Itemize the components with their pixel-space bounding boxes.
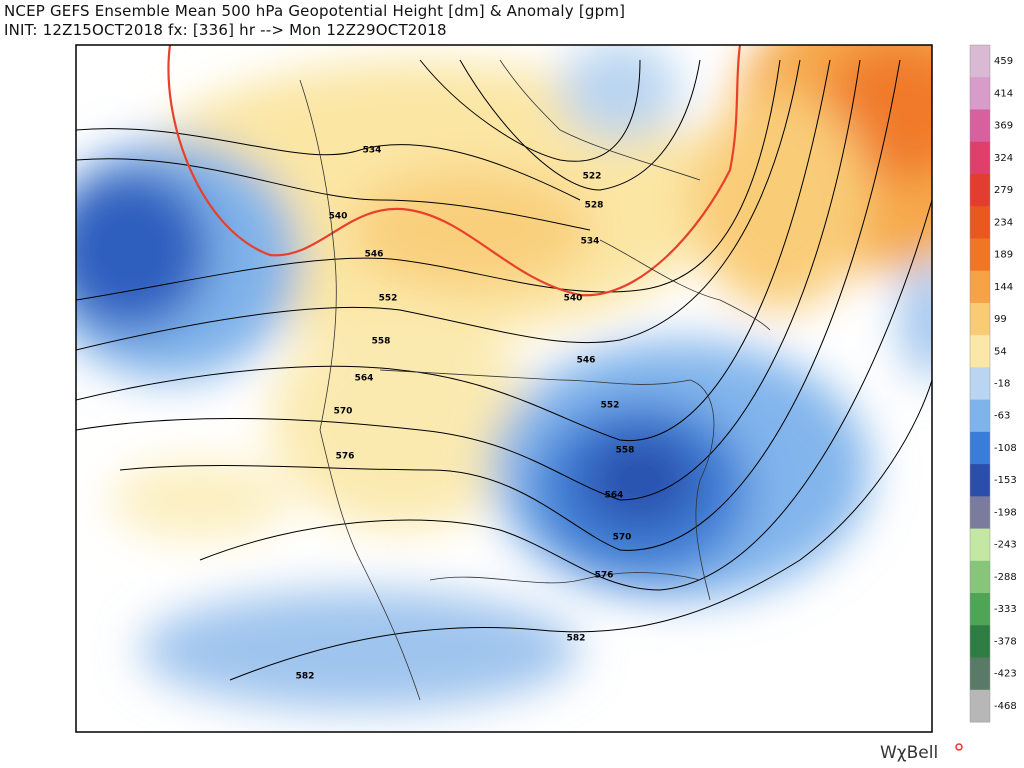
colorbar-swatch (970, 302, 990, 336)
contour-label: 546 (577, 356, 596, 366)
colorbar-swatch (970, 399, 990, 433)
colorbar-frame (969, 44, 991, 723)
colorbar-label: 279 (994, 185, 1013, 196)
contour-label: 546 (365, 250, 384, 260)
anomaly-field (76, 45, 932, 732)
colorbar-swatch (970, 657, 990, 691)
contour-label: 528 (585, 201, 604, 211)
colorbar-label: -18 (994, 379, 1010, 390)
colorbar-label: 54 (994, 346, 1007, 357)
contour-label: 558 (616, 446, 635, 456)
coastlines (299, 59, 771, 701)
contour-label: 558 (372, 337, 391, 347)
colorbar-label: -63 (994, 411, 1010, 422)
colorbar-swatch (970, 464, 990, 497)
brand: WχBell (880, 743, 938, 763)
colorbar-swatch (970, 593, 990, 626)
colorbar-swatch (970, 238, 990, 272)
contour-label: 552 (601, 401, 620, 411)
colorbar: 459 414 369 324 279 234 189 144 99 54 -18 -63 -108 -1… (969, 44, 1017, 723)
colorbar-label: -108 (994, 443, 1017, 454)
colorbar-swatch (970, 45, 990, 78)
colorbar-swatch (970, 141, 990, 175)
contour-label: 534 (581, 237, 600, 247)
height-contours (76, 59, 932, 681)
colorbar-label: -153 (994, 475, 1017, 486)
contour-label: 552 (379, 294, 398, 304)
title: NCEP GEFS Ensemble Mean 500 hPa Geopoten… (4, 2, 626, 20)
colorbar-swatch (970, 335, 990, 368)
colorbar-swatch (970, 206, 990, 239)
colorbar-label: -423 (994, 669, 1017, 680)
colorbar-swatch (970, 689, 990, 723)
map-frame (75, 44, 933, 733)
colorbar-label: 369 (994, 121, 1013, 132)
colorbar-label: 99 (994, 314, 1007, 325)
colorbar-label: 459 (994, 56, 1013, 67)
colorbar-label: 189 (994, 250, 1013, 261)
contour-label: 570 (334, 407, 353, 417)
brand-dot (955, 743, 963, 751)
contour-label: 582 (296, 672, 315, 682)
subtitle: INIT: 12Z15OCT2018 fx: [336] hr --> Mon … (4, 21, 447, 39)
colorbar-label: -288 (994, 572, 1017, 583)
colorbar-label: -333 (994, 604, 1017, 615)
colorbar-label: -198 (994, 507, 1017, 518)
colorbar-swatch (970, 270, 990, 304)
colorbar-label: -468 (994, 701, 1017, 712)
contour-label: 522 (583, 172, 602, 182)
colorbar-swatch (970, 367, 990, 401)
anomaly-zero-contour (167, 45, 742, 297)
contour-label: 570 (613, 533, 632, 543)
colorbar-swatch (970, 77, 990, 110)
colorbar-label: 414 (994, 88, 1013, 99)
contour-label: 582 (567, 634, 586, 644)
colorbar-swatch (970, 528, 990, 562)
contour-label: 576 (595, 571, 614, 581)
contour-label-group: 534 540 522 528 534 546 552 558 564 570 … (296, 146, 635, 682)
contour-label: 564 (355, 374, 374, 384)
contour-label: 576 (336, 452, 355, 462)
colorbar-label: 144 (994, 282, 1013, 293)
colorbar-label: 324 (994, 153, 1013, 164)
contour-label: 540 (329, 212, 348, 222)
colorbar-swatch (970, 496, 990, 530)
contour-label: 540 (564, 294, 583, 304)
colorbar-label: 234 (994, 217, 1013, 228)
contour-label: 534 (363, 146, 382, 156)
colorbar-swatch (970, 625, 990, 659)
colorbar-swatch (970, 173, 990, 207)
colorbar-label: -378 (994, 636, 1017, 647)
colorbar-swatch (970, 560, 990, 594)
colorbar-label: -243 (994, 540, 1017, 551)
contour-label: 564 (605, 491, 624, 501)
colorbar-swatch (970, 109, 990, 143)
colorbar-swatch (970, 431, 990, 465)
